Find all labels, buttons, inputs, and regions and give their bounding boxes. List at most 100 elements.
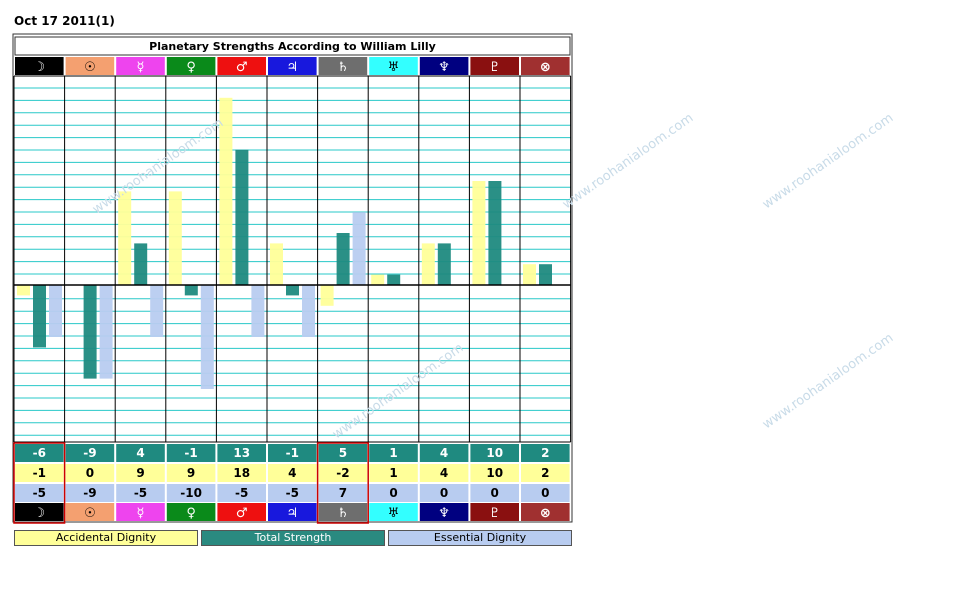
value-label-essential-dignity: -5 [134, 486, 147, 500]
symbol-cell-top [268, 57, 317, 75]
bar-total-strength [286, 285, 299, 296]
value-cell-total-strength [268, 444, 317, 462]
value-cell-accidental-dignity [166, 464, 216, 482]
bar-total-strength [235, 149, 249, 285]
symbol-cell-bottom [15, 503, 64, 521]
value-label-total-strength: 10 [486, 446, 503, 460]
value-label-essential-dignity: 7 [339, 486, 347, 500]
value-cell-accidental-dignity [419, 464, 469, 482]
bar-accidental-dignity [371, 274, 385, 285]
bar-accidental-dignity [168, 191, 182, 285]
value-label-total-strength: -1 [184, 446, 197, 460]
bar-essential-dignity [150, 285, 164, 337]
bar-accidental-dignity [421, 243, 435, 285]
bar-accidental-dignity [219, 97, 233, 285]
planet-symbol-top: ☉ [84, 60, 96, 75]
value-label-essential-dignity: -10 [180, 486, 202, 500]
value-label-accidental-dignity: 2 [541, 466, 549, 480]
symbol-cell-top [521, 57, 570, 75]
value-label-total-strength: 1 [389, 446, 397, 460]
chart-date-label: Oct 17 2011(1) [14, 14, 115, 28]
planet-symbol-top: ♇ [489, 60, 501, 75]
bar-total-strength [134, 243, 148, 285]
planet-symbol-bottom: ⊗ [540, 506, 551, 521]
planet-symbol-bottom: ☽ [33, 506, 45, 521]
value-cell-total-strength [369, 444, 418, 462]
symbol-cell-top [470, 57, 519, 75]
value-label-accidental-dignity: 10 [486, 466, 503, 480]
symbol-cell-top [369, 57, 418, 75]
symbol-cell-bottom [217, 503, 266, 521]
value-cell-essential-dignity [15, 484, 64, 502]
value-cell-accidental-dignity [15, 464, 64, 482]
value-cell-accidental-dignity [116, 464, 165, 482]
value-label-essential-dignity: 0 [541, 486, 549, 500]
bar-accidental-dignity [472, 181, 486, 285]
planet-symbol-top: ♃ [286, 60, 298, 75]
symbol-cell-bottom [470, 503, 519, 521]
value-cell-essential-dignity [419, 484, 469, 502]
value-label-total-strength: -6 [33, 446, 46, 460]
value-cell-total-strength [419, 444, 469, 462]
planet-symbol-bottom: ☉ [84, 506, 96, 521]
value-cell-essential-dignity [217, 484, 266, 502]
value-label-total-strength: 2 [541, 446, 549, 460]
value-cell-total-strength [521, 444, 570, 462]
bar-essential-dignity [99, 285, 113, 379]
planet-symbol-bottom: ♀ [186, 506, 196, 521]
value-label-essential-dignity: 0 [389, 486, 397, 500]
value-label-total-strength: 4 [136, 446, 144, 460]
value-label-essential-dignity: -9 [83, 486, 96, 500]
value-cell-essential-dignity [470, 484, 519, 502]
value-label-total-strength: -1 [286, 446, 299, 460]
value-cell-total-strength [318, 444, 368, 462]
value-cell-accidental-dignity [268, 464, 317, 482]
symbol-cell-top [318, 57, 368, 75]
highlight-box [316, 442, 369, 524]
value-cell-total-strength [65, 444, 115, 462]
planet-symbol-top: ♂ [236, 60, 248, 75]
planet-symbol-top: ♀ [186, 60, 196, 75]
value-cell-essential-dignity [116, 484, 165, 502]
bar-accidental-dignity [118, 191, 132, 285]
planet-symbol-bottom: ♂ [236, 506, 248, 521]
value-cell-essential-dignity [318, 484, 368, 502]
symbol-cell-bottom [369, 503, 418, 521]
planet-symbol-top: ☽ [33, 60, 45, 75]
symbol-cell-top [419, 57, 469, 75]
legend-total-strength: Total Strength [201, 530, 385, 546]
planet-symbol-top: ⊗ [540, 60, 551, 75]
value-label-accidental-dignity: 4 [288, 466, 296, 480]
value-label-essential-dignity: -5 [33, 486, 46, 500]
symbol-cell-top [166, 57, 216, 75]
value-label-accidental-dignity: -2 [336, 466, 349, 480]
plot-area [14, 76, 571, 442]
planet-symbol-bottom: ♇ [489, 506, 501, 521]
symbol-cell-bottom [318, 503, 368, 521]
value-cell-accidental-dignity [470, 464, 519, 482]
value-label-accidental-dignity: 1 [389, 466, 397, 480]
value-cell-total-strength [166, 444, 216, 462]
bar-essential-dignity [302, 285, 315, 337]
symbol-cell-bottom [65, 503, 115, 521]
value-label-accidental-dignity: -1 [33, 466, 46, 480]
bar-essential-dignity [49, 285, 62, 337]
value-label-essential-dignity: 0 [440, 486, 448, 500]
legend-accidental-dignity: Accidental Dignity [14, 530, 198, 546]
value-label-accidental-dignity: 0 [86, 466, 94, 480]
bar-accidental-dignity [523, 264, 536, 285]
value-cell-accidental-dignity [369, 464, 418, 482]
planet-symbol-top: ♄ [337, 60, 349, 75]
chart-title: Planetary Strengths According to William… [149, 40, 436, 53]
bar-total-strength [83, 285, 97, 379]
bar-essential-dignity [352, 212, 366, 285]
bar-essential-dignity [200, 285, 214, 389]
value-cell-essential-dignity [65, 484, 115, 502]
value-label-total-strength: -9 [83, 446, 96, 460]
bar-essential-dignity [251, 285, 265, 337]
value-label-accidental-dignity: 9 [187, 466, 195, 480]
bar-accidental-dignity [270, 243, 283, 285]
bar-total-strength [336, 233, 350, 285]
bar-total-strength [387, 274, 401, 285]
